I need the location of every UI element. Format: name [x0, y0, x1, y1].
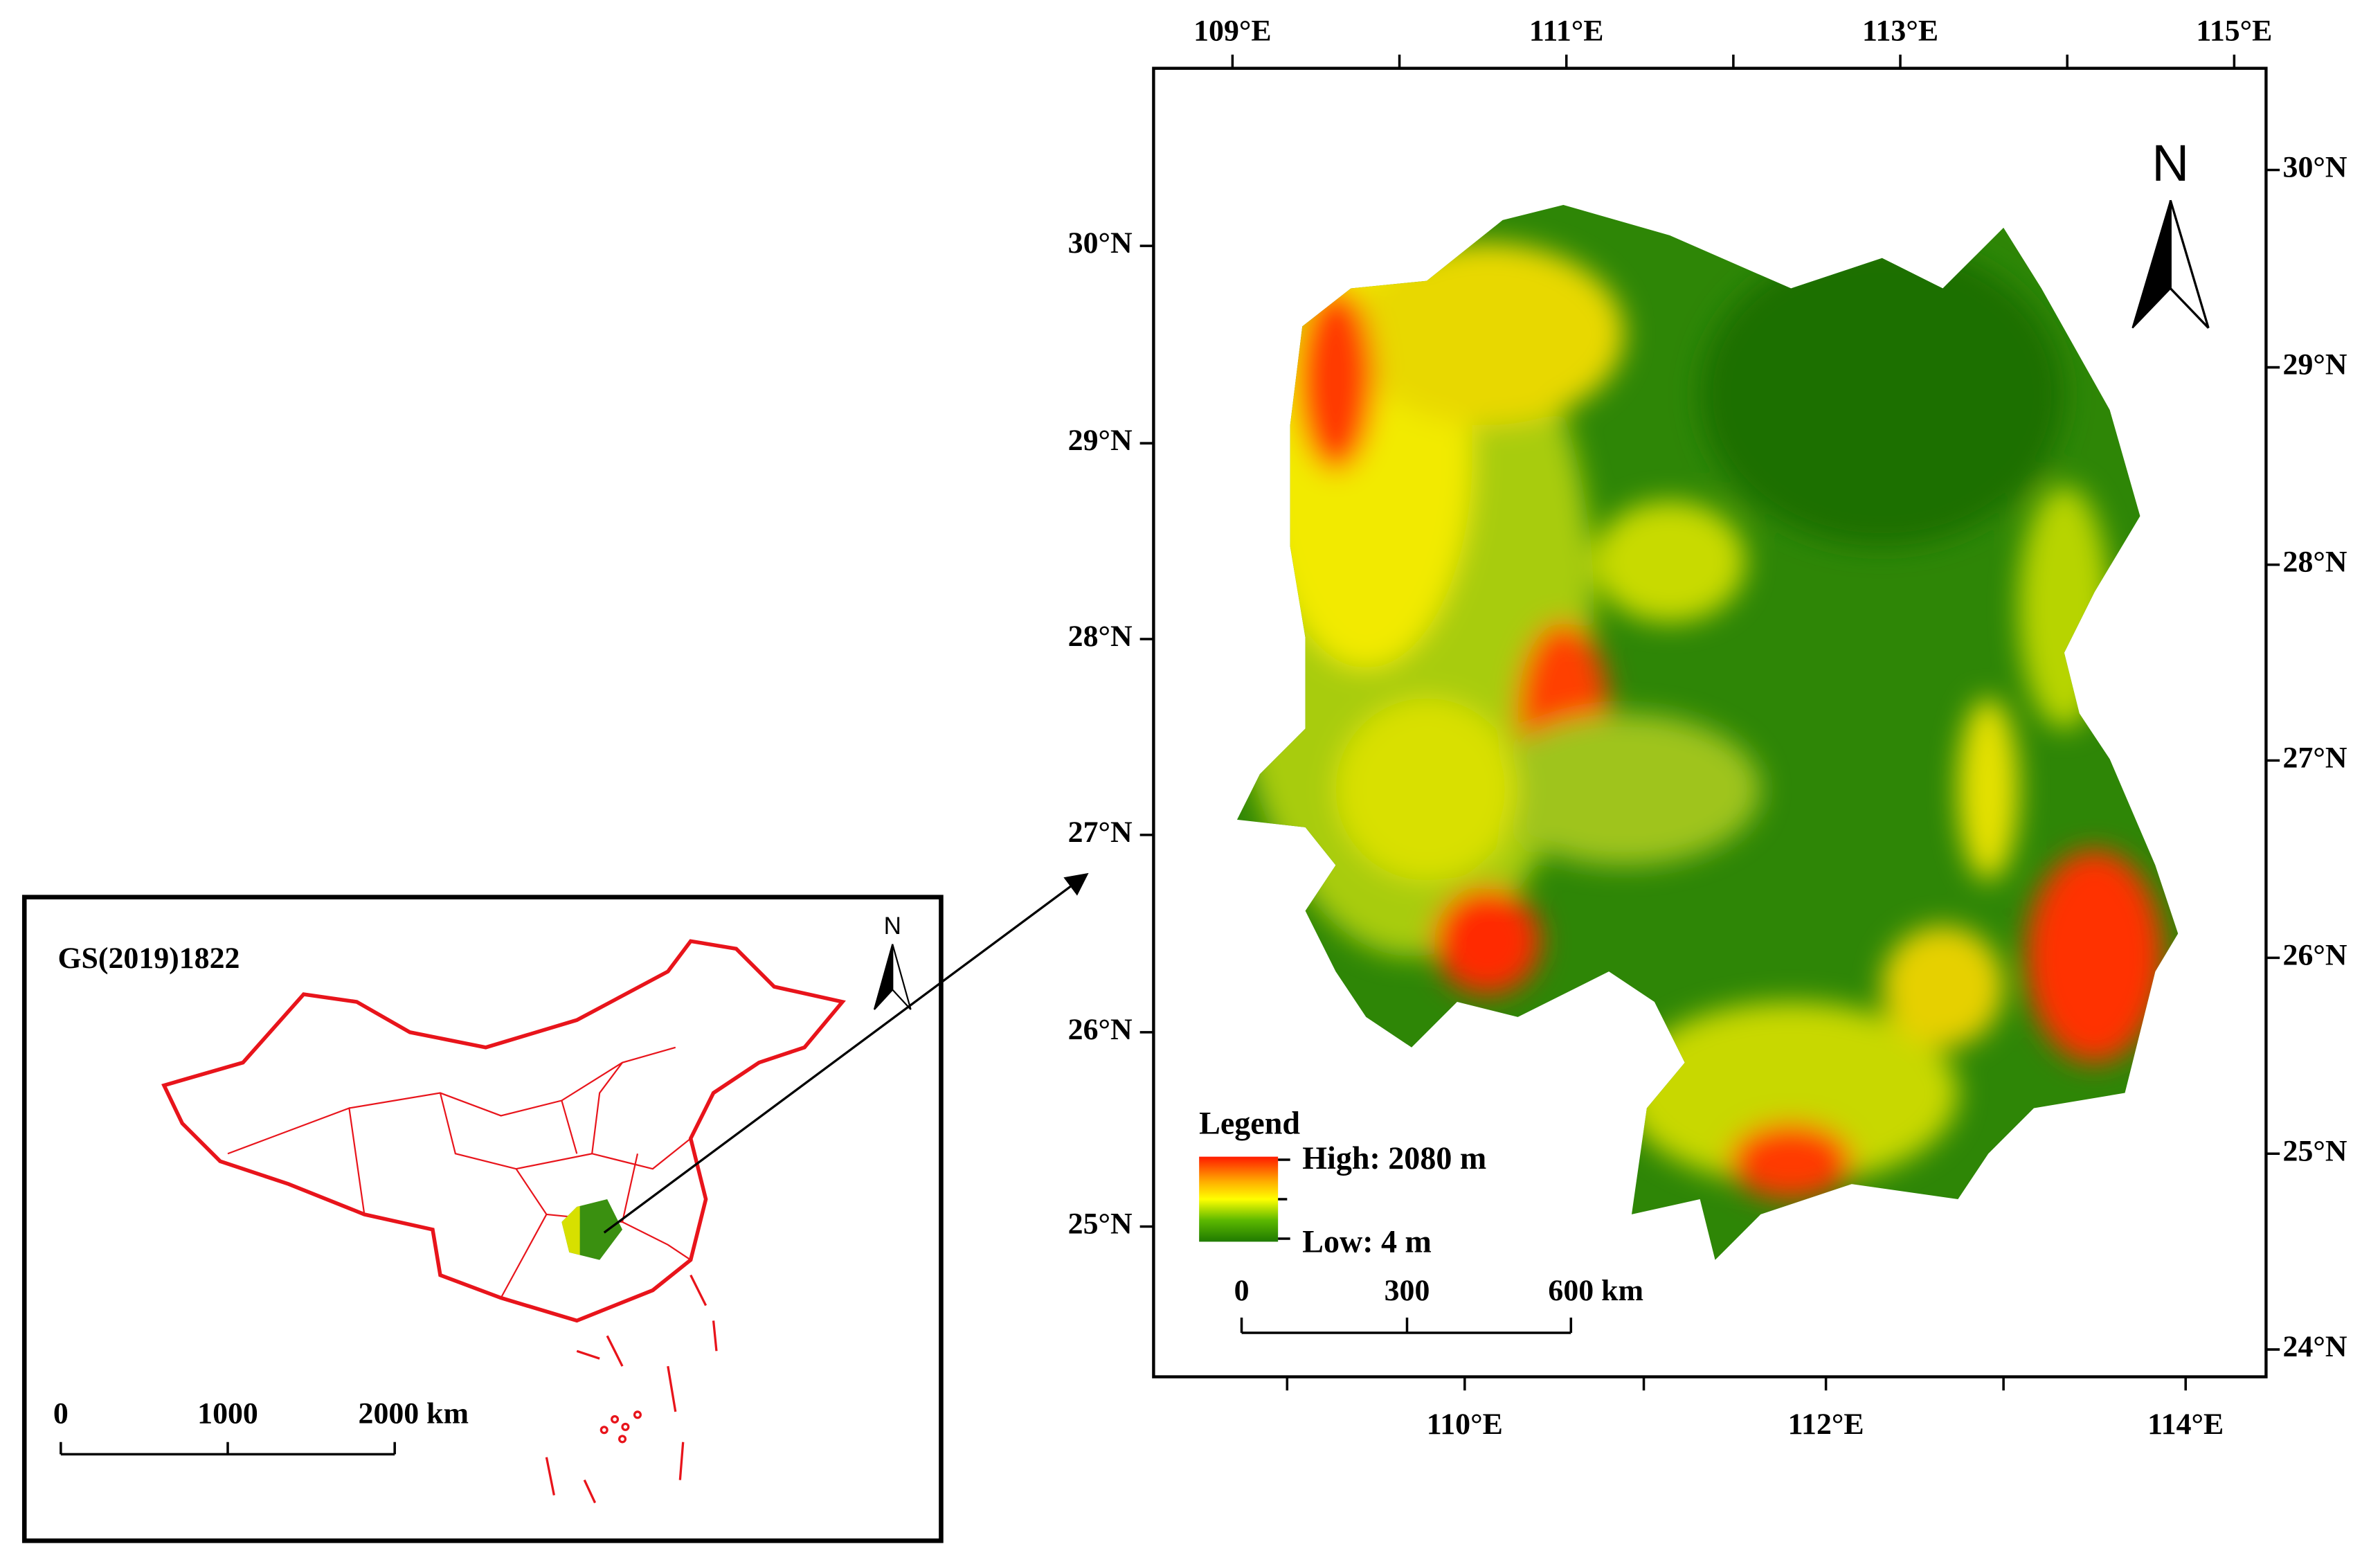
legend-high: High: 2080 m: [1302, 1140, 1486, 1176]
legend-low: Low: 4 m: [1302, 1223, 1432, 1259]
bottom-label: 114°E: [2147, 1408, 2224, 1441]
islands: [545, 1274, 718, 1504]
inset-scale-label: 2000 km: [359, 1397, 469, 1430]
inset-scale-label: 0: [53, 1397, 69, 1430]
connector-arrow: [603, 872, 1089, 1234]
top-label: 113°E: [1862, 14, 1938, 47]
left-label: 27°N: [1068, 816, 1133, 849]
top-label: 115°E: [2196, 14, 2272, 47]
inset-north-arrow: [873, 944, 894, 1010]
right-label: 27°N: [2283, 741, 2347, 774]
left-tick: [1139, 244, 1154, 1228]
scale-label: 0: [1234, 1274, 1250, 1307]
right-label: 25°N: [2283, 1134, 2347, 1167]
legend-title: Legend: [1199, 1105, 1300, 1140]
north-arrow: [2169, 199, 2210, 329]
map-code: GS(2019)1822: [57, 942, 240, 975]
inset-frame: [21, 895, 944, 1543]
inset-scale-tick: [60, 1442, 396, 1455]
inset-north-arrow: [892, 944, 912, 1010]
right-tick: [2266, 168, 2280, 1351]
left-label: 26°N: [1068, 1013, 1133, 1046]
scale-label: 600 km: [1548, 1274, 1643, 1307]
right-label: 29°N: [2283, 348, 2347, 381]
top-label: 111°E: [1529, 14, 1604, 47]
left-label: 30°N: [1068, 226, 1133, 260]
left-label: 28°N: [1068, 620, 1133, 653]
left-label: 25°N: [1068, 1208, 1133, 1241]
right-label: 30°N: [2283, 151, 2347, 184]
left-label: 29°N: [1068, 424, 1133, 457]
scale-label: 300: [1385, 1274, 1430, 1307]
legend-tick: [1278, 1158, 1290, 1240]
inset-north: N: [884, 913, 901, 940]
bottom-label: 110°E: [1427, 1408, 1503, 1441]
scale-tick: [1240, 1318, 1573, 1333]
right-label: 24°N: [2283, 1330, 2347, 1363]
right-label: 28°N: [2283, 546, 2347, 579]
bottom-label: 112°E: [1788, 1408, 1864, 1441]
inset-study-area: [561, 1199, 623, 1260]
province-lines: [227, 1046, 692, 1299]
top-label: 109°E: [1193, 14, 1272, 47]
right-label: 26°N: [2283, 938, 2347, 971]
legend-ramp: [1199, 1156, 1279, 1242]
bottom-tick: [1286, 1376, 2187, 1391]
inset-scale-label: 1000: [197, 1397, 258, 1430]
china-outline: [161, 939, 846, 1323]
north-label: N: [2152, 134, 2189, 192]
top-tick: [1231, 54, 2236, 69]
